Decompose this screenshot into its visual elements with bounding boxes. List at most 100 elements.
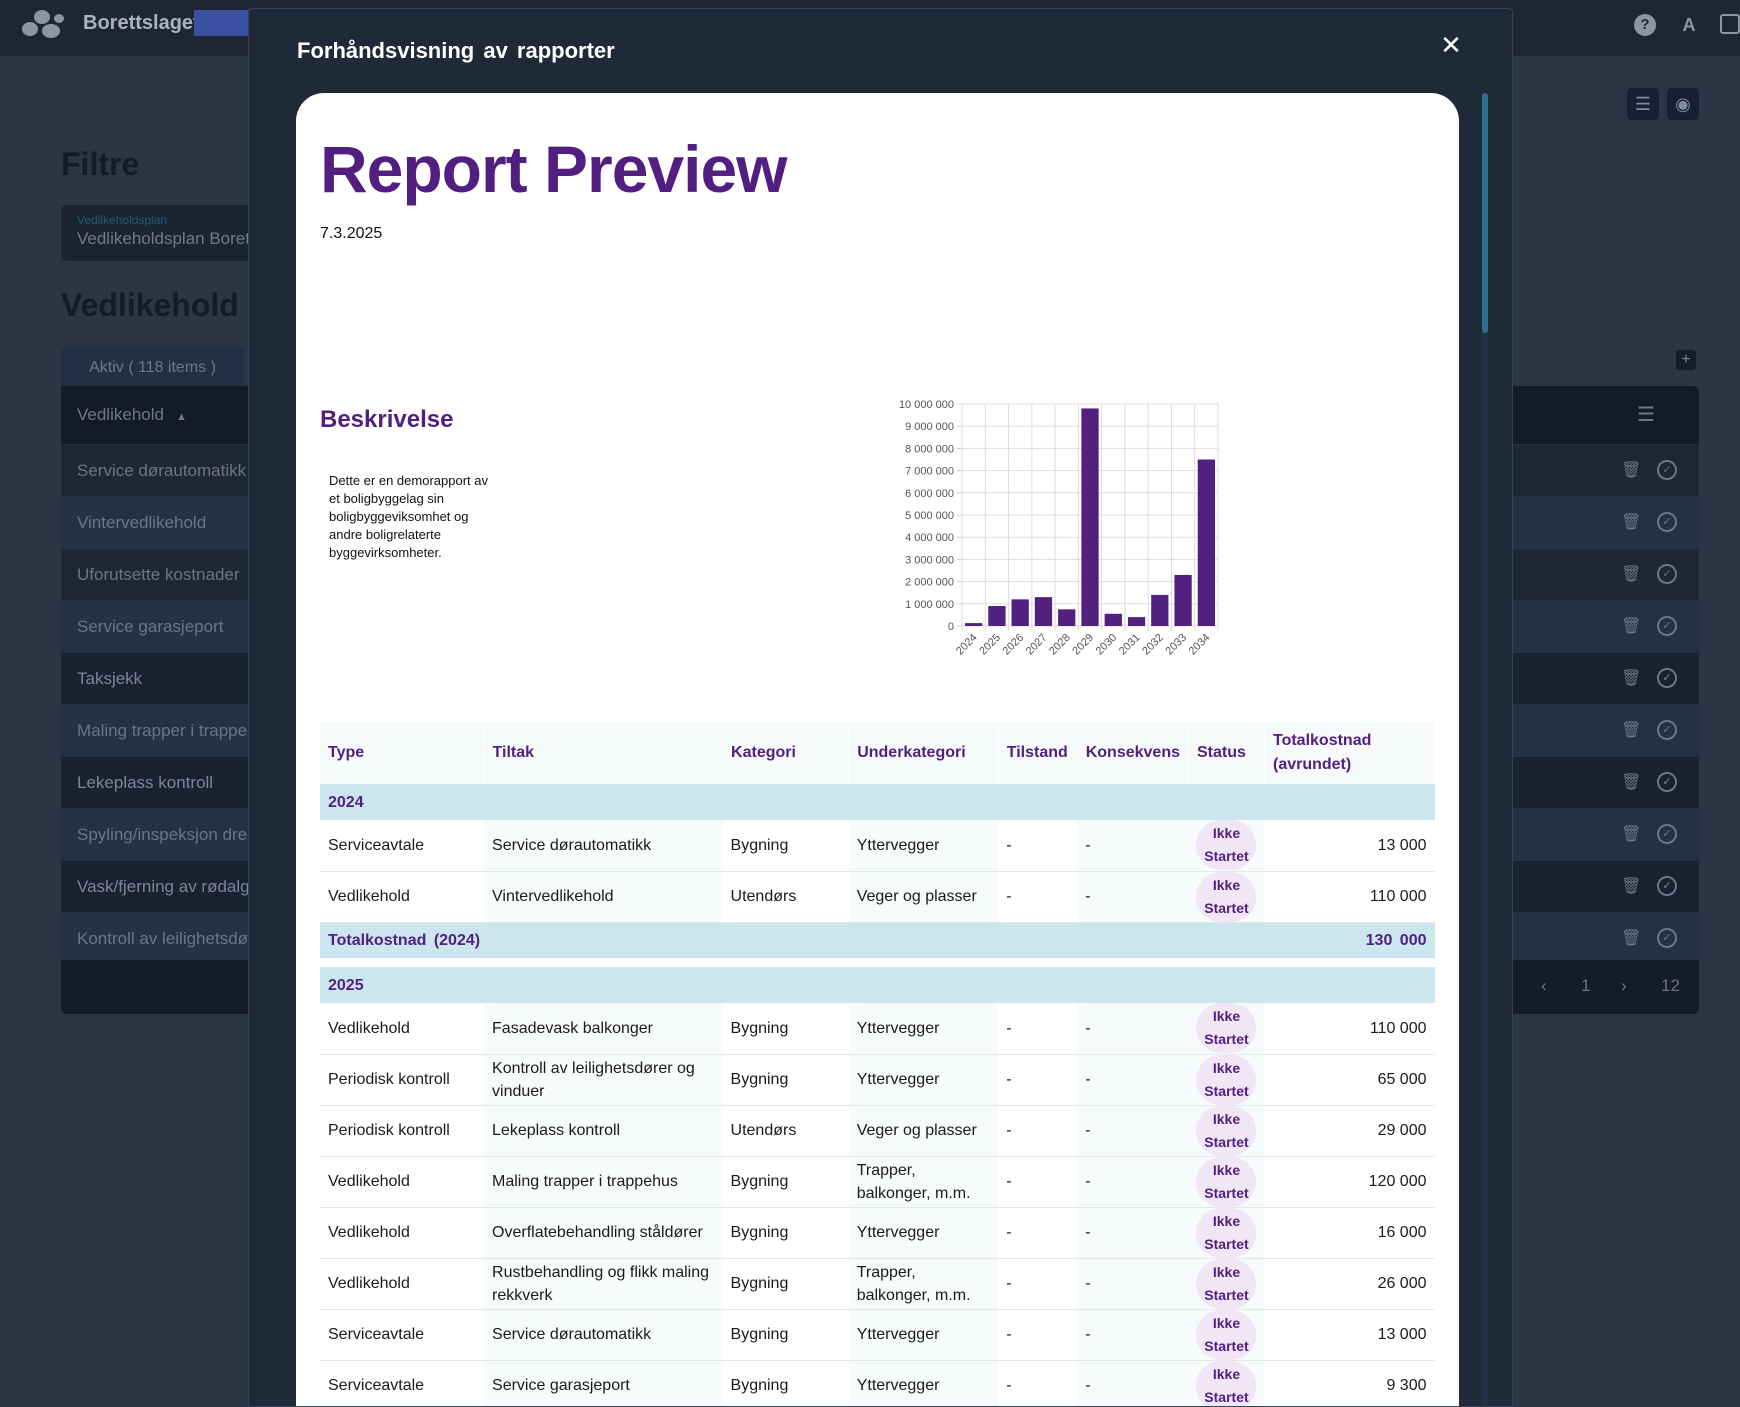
column-settings-icon[interactable]: ☰ [1637, 404, 1655, 426]
page-number[interactable]: 1 [1581, 976, 1591, 995]
translate-icon[interactable]: A [1682, 15, 1696, 35]
trash-icon[interactable]: 🗑 [1621, 462, 1642, 479]
cell-kategori: Bygning [722, 1156, 849, 1208]
section-title: Vedlikehold [61, 287, 239, 323]
report-date: 7.3.2025 [320, 225, 383, 242]
column-header-vedlikehold[interactable]: Vedlikehold [77, 405, 164, 424]
cell-kostnad: 65 000 [1264, 1054, 1435, 1106]
status-line-2: Startet [1204, 1235, 1249, 1252]
scrollbar-track[interactable] [1482, 93, 1488, 1406]
trash-icon[interactable]: 🗑 [1621, 514, 1642, 531]
status-badge: Ikke Startet [1196, 1258, 1257, 1309]
table-header-row: Type Tiltak Kategori Underkategori Tilst… [320, 722, 1436, 784]
prev-page-button[interactable]: ‹ [1541, 976, 1547, 995]
check-circle-icon[interactable]: ✓ [1657, 772, 1677, 792]
cell-tilstand: - [998, 1207, 1078, 1259]
cell-tilstand: - [998, 1156, 1078, 1208]
trash-icon[interactable]: 🗑 [1621, 826, 1642, 843]
cell-kategori: Bygning [722, 1360, 849, 1406]
row-label: Spyling/inspeksjon drenering [77, 825, 295, 844]
sort-up-icon[interactable]: ▲ [175, 411, 187, 423]
bar [1197, 459, 1215, 626]
logo-icon[interactable] [20, 8, 64, 44]
cell-underkategori: Yttervegger [848, 1054, 999, 1106]
bar [1058, 609, 1076, 626]
plan-select[interactable]: Vedlikeholdsplan Vedlikeholdsplan Borett… [61, 205, 261, 261]
check-circle-icon[interactable]: ✓ [1657, 876, 1677, 896]
cell-kategori: Bygning [722, 1207, 849, 1259]
trash-icon[interactable]: 🗑 [1621, 722, 1642, 739]
trash-icon[interactable]: 🗑 [1621, 774, 1642, 791]
bar [988, 606, 1006, 626]
y-tick-label: 9 000 000 [905, 421, 954, 433]
add-icon[interactable]: + [1676, 350, 1696, 370]
tune-icon[interactable]: ☰ [1627, 88, 1659, 120]
last-page-button[interactable]: 12 [1661, 976, 1680, 995]
check-circle-icon[interactable]: ✓ [1657, 512, 1677, 532]
row-label: Maling trapper i trappehus [77, 721, 275, 740]
status-line-2: Startet [1204, 899, 1249, 916]
check-circle-icon[interactable]: ✓ [1657, 720, 1677, 740]
status-line-1: Ikke [1212, 1161, 1241, 1178]
check-circle-icon[interactable]: ✓ [1657, 928, 1677, 948]
cell-kostnad: 120 000 [1264, 1156, 1435, 1208]
status-line-1: Ikke [1212, 1212, 1241, 1229]
year-row: 2024 [320, 784, 1435, 820]
tab-active[interactable]: Aktiv ( 118 items ) [61, 347, 244, 389]
scrollbar-thumb[interactable] [1482, 93, 1488, 333]
check-circle-icon[interactable]: ✓ [1657, 668, 1677, 688]
status-line-2: Startet [1204, 1337, 1249, 1354]
cell-tilstand: - [998, 1003, 1078, 1055]
status-line-2: Startet [1204, 848, 1249, 865]
trash-icon[interactable]: 🗑 [1621, 878, 1642, 895]
user-icon[interactable] [1720, 14, 1740, 34]
help-icon[interactable]: ? [1634, 14, 1656, 36]
cell-tiltak: Maling trapper i trappehus [484, 1156, 723, 1208]
year-label: 2024 [320, 784, 1435, 820]
x-tick-label: 2029 [1070, 632, 1096, 658]
plan-select-label: Vedlikeholdsplan [77, 213, 168, 227]
table-row: Serviceavtale Service garasjeport Bygning Y… [320, 1360, 1435, 1406]
check-circle-icon[interactable]: ✓ [1657, 824, 1677, 844]
status-badge: Ikke Startet [1196, 1360, 1257, 1406]
cell-status: Ikke Startet [1188, 1003, 1265, 1055]
check-circle-icon[interactable]: ✓ [1657, 564, 1677, 584]
table-row: Serviceavtale Service dørautomatikk Bygnin… [320, 820, 1435, 872]
table-row: Periodisk kontroll Lekeplass kontroll Uten… [320, 1105, 1435, 1157]
table-row: Vedlikehold Fasadevask balkonger Bygning Yt… [320, 1003, 1435, 1055]
trash-icon[interactable]: 🗑 [1621, 618, 1642, 635]
cell-status: Ikke Startet [1188, 1360, 1265, 1406]
cell-tilstand: - [998, 1054, 1078, 1106]
cell-kategori: Bygning [722, 1054, 849, 1106]
cell-kostnad: 29 000 [1264, 1105, 1435, 1157]
year-label: 2025 [320, 967, 1435, 1003]
check-circle-icon[interactable]: ✓ [1657, 616, 1677, 636]
y-tick-label: 0 [948, 621, 954, 633]
cell-konsekvens: - [1077, 1105, 1189, 1157]
check-circle-icon[interactable]: ✓ [1657, 460, 1677, 480]
cell-status: Ikke Startet [1188, 1258, 1265, 1310]
eye-icon[interactable]: ◉ [1667, 88, 1699, 120]
cell-kostnad: 110 000 [1264, 1003, 1435, 1055]
next-page-button[interactable]: › [1621, 976, 1627, 995]
trash-icon[interactable]: 🗑 [1621, 930, 1642, 947]
cell-kategori: Bygning [722, 1309, 849, 1361]
x-tick-label: 2030 [1094, 632, 1120, 658]
y-tick-label: 2 000 000 [905, 577, 954, 589]
status-line-2: Startet [1204, 1133, 1249, 1150]
trash-icon[interactable]: 🗑 [1621, 670, 1642, 687]
trash-icon[interactable]: 🗑 [1621, 566, 1642, 583]
cell-underkategori: Yttervegger [848, 1207, 999, 1259]
table-row: Serviceavtale Service dørautomatikk Bygnin… [320, 1309, 1435, 1361]
row-label: Service dørautomatikk [77, 461, 247, 480]
bar [965, 623, 983, 626]
y-tick-label: 4 000 000 [905, 532, 954, 544]
header-konsekvens: Konsekvens [1077, 722, 1189, 784]
close-icon[interactable]: ✕ [1440, 30, 1462, 60]
cell-tiltak: Service garasjeport [484, 1360, 723, 1406]
cell-type: Vedlikehold [320, 871, 485, 923]
status-line-2: Startet [1204, 1184, 1249, 1201]
cell-tiltak: Fasadevask balkonger [484, 1003, 723, 1055]
status-line-2: Startet [1204, 1031, 1249, 1048]
cell-tiltak: Service dørautomatikk [484, 1309, 723, 1361]
